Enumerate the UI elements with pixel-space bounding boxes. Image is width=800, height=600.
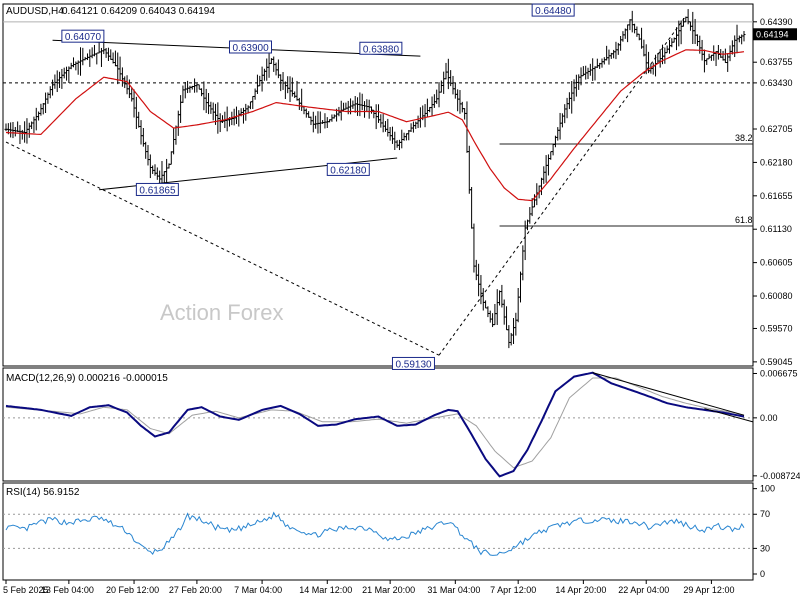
level-labels: 0.64070 0.63900 0.63880 0.61865 0.62180 0.644… [61, 3, 575, 370]
time-tick-label: 13 Feb 04:00 [41, 585, 94, 595]
price-tick-label: 0.60605 [760, 258, 793, 268]
rsi-line [5, 511, 745, 556]
price-tick-label: 0.59045 [760, 357, 793, 367]
time-tick-label: 7 Mar 04:00 [234, 585, 282, 595]
macd-line [5, 371, 745, 478]
level-label-box [61, 29, 105, 43]
time-tick-label: 29 Apr 12:00 [683, 585, 734, 595]
chart-header: AUDUSD,H4 [6, 6, 64, 17]
time-tick-label: 14 Mar 12:00 [299, 585, 352, 595]
ma-line [5, 49, 745, 202]
level-label-text: 0.59130 [395, 359, 432, 370]
moving-average [5, 49, 745, 202]
dashed-downtrend-line [5, 141, 440, 356]
level-label-box [326, 162, 370, 176]
time-tick-label: 14 Apr 20:00 [555, 585, 606, 595]
price-tick-label: 0.63430 [760, 78, 793, 88]
level-label-box [228, 40, 272, 54]
level-label-box [391, 356, 435, 370]
fib-label: 61.8 [735, 215, 753, 225]
level-label-box [359, 41, 403, 55]
time-tick-label: 5 Feb 2025 [3, 585, 49, 595]
rsi-tick-label: 30 [760, 543, 770, 553]
rsi-tick-label: 100 [760, 484, 775, 494]
macd-trendline [592, 372, 745, 416]
rsi-tick-label: 70 [760, 509, 770, 519]
macd-tick-label: 0.006675 [760, 368, 798, 378]
price-tick-label: 0.64390 [760, 17, 793, 27]
price-tick-label: 0.61130 [760, 224, 792, 234]
macd-indicator: 0.006675 0.00 -0.008724 [3, 368, 800, 481]
price-panel-frame [2, 3, 754, 367]
price-tick-label: 0.63755 [760, 57, 793, 67]
current-price-box [753, 28, 797, 41]
rsi-title: RSI(14) 56.9152 [6, 487, 80, 498]
rsi-tick-label: 0 [760, 569, 765, 579]
level-label-text: 0.64070 [65, 32, 102, 43]
time-tick-label: 21 Mar 20:00 [362, 585, 415, 595]
macd-tick-label: 0.00 [760, 413, 778, 423]
ohlc-readout: 0.64121 0.64209 0.64043 0.64194 [62, 6, 215, 17]
price-tick-label: 0.61655 [760, 191, 793, 201]
price-bars [4, 9, 746, 349]
time-tick-label: 7 Apr 12:00 [490, 585, 536, 595]
dashed-uptrend-line [438, 15, 687, 356]
price-gridlines: 38.2 61.8 [3, 21, 753, 227]
rsi-panel-frame [2, 482, 754, 581]
time-tick-label: 31 Mar 04:00 [427, 585, 480, 595]
level-label-text: 0.61865 [139, 185, 176, 196]
price-tick-label: 0.59570 [760, 323, 793, 333]
current-price-label: 0.64194 [756, 29, 789, 39]
macd-title: MACD(12,26,9) 0.000216 -0.000015 [6, 373, 168, 384]
price-axis: 0.64390 0.63755 0.63430 0.62705 0.62180 0.616… [753, 17, 793, 367]
level-label-text: 0.63880 [363, 44, 400, 55]
level-label-text: 0.63900 [232, 43, 269, 54]
macd-panel-frame [2, 367, 754, 482]
price-tick-label: 0.62705 [760, 124, 793, 134]
macd-trendline-extension [704, 408, 754, 423]
level-label-box [531, 3, 575, 17]
level-label-text: 0.62180 [330, 165, 367, 176]
time-tick-label: 22 Apr 04:00 [618, 585, 669, 595]
macd-tick-label: -0.008724 [760, 471, 800, 481]
time-tick-label: 20 Feb 12:00 [106, 585, 159, 595]
macd-signal-line [5, 377, 745, 469]
watermark: Action Forex [160, 300, 284, 325]
fib-label: 38.2 [735, 133, 753, 143]
price-tick-label: 0.62180 [760, 157, 793, 167]
level-label-text: 0.64480 [535, 6, 572, 17]
price-tick-label: 0.60080 [760, 291, 793, 301]
current-price-marker: 0.64194 [753, 28, 797, 41]
time-tick-label: 27 Feb 20:00 [169, 585, 222, 595]
price-bar [742, 31, 746, 42]
level-label-box [135, 182, 179, 196]
rsi-indicator: 100 70 30 0 [3, 484, 775, 579]
